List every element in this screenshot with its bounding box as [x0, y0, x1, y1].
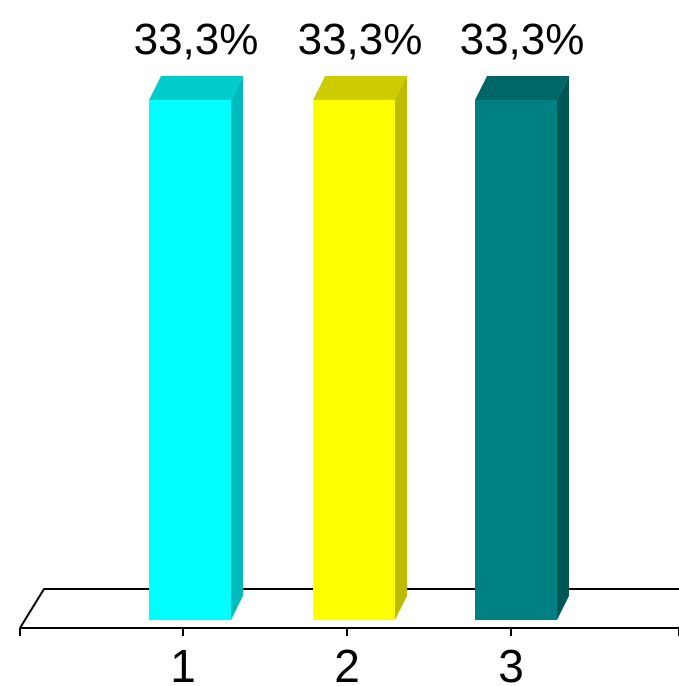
x-tick-label: 2: [334, 640, 360, 686]
bar-side: [395, 76, 407, 620]
bar-3: [475, 76, 569, 620]
bar-top: [149, 76, 243, 100]
bar-side: [557, 76, 569, 620]
bar-front: [475, 100, 557, 620]
bars-group: [149, 76, 569, 620]
bar-2: [313, 76, 407, 620]
data-label: 33,3%: [460, 15, 585, 64]
bar-top: [313, 76, 407, 100]
bar-top: [475, 76, 569, 100]
data-label: 33,3%: [134, 15, 259, 64]
data-label: 33,3%: [298, 15, 423, 64]
x-axis-ticks: [19, 628, 679, 636]
data-labels-group: 33,3% 33,3% 33,3%: [134, 15, 585, 64]
bar-side: [231, 76, 243, 620]
x-tick-labels-group: 1 2 3: [170, 640, 524, 686]
bar-front: [149, 100, 231, 620]
bar-1: [149, 76, 243, 620]
bar-front: [313, 100, 395, 620]
x-tick-label: 1: [170, 640, 196, 686]
x-tick-label: 3: [498, 640, 524, 686]
